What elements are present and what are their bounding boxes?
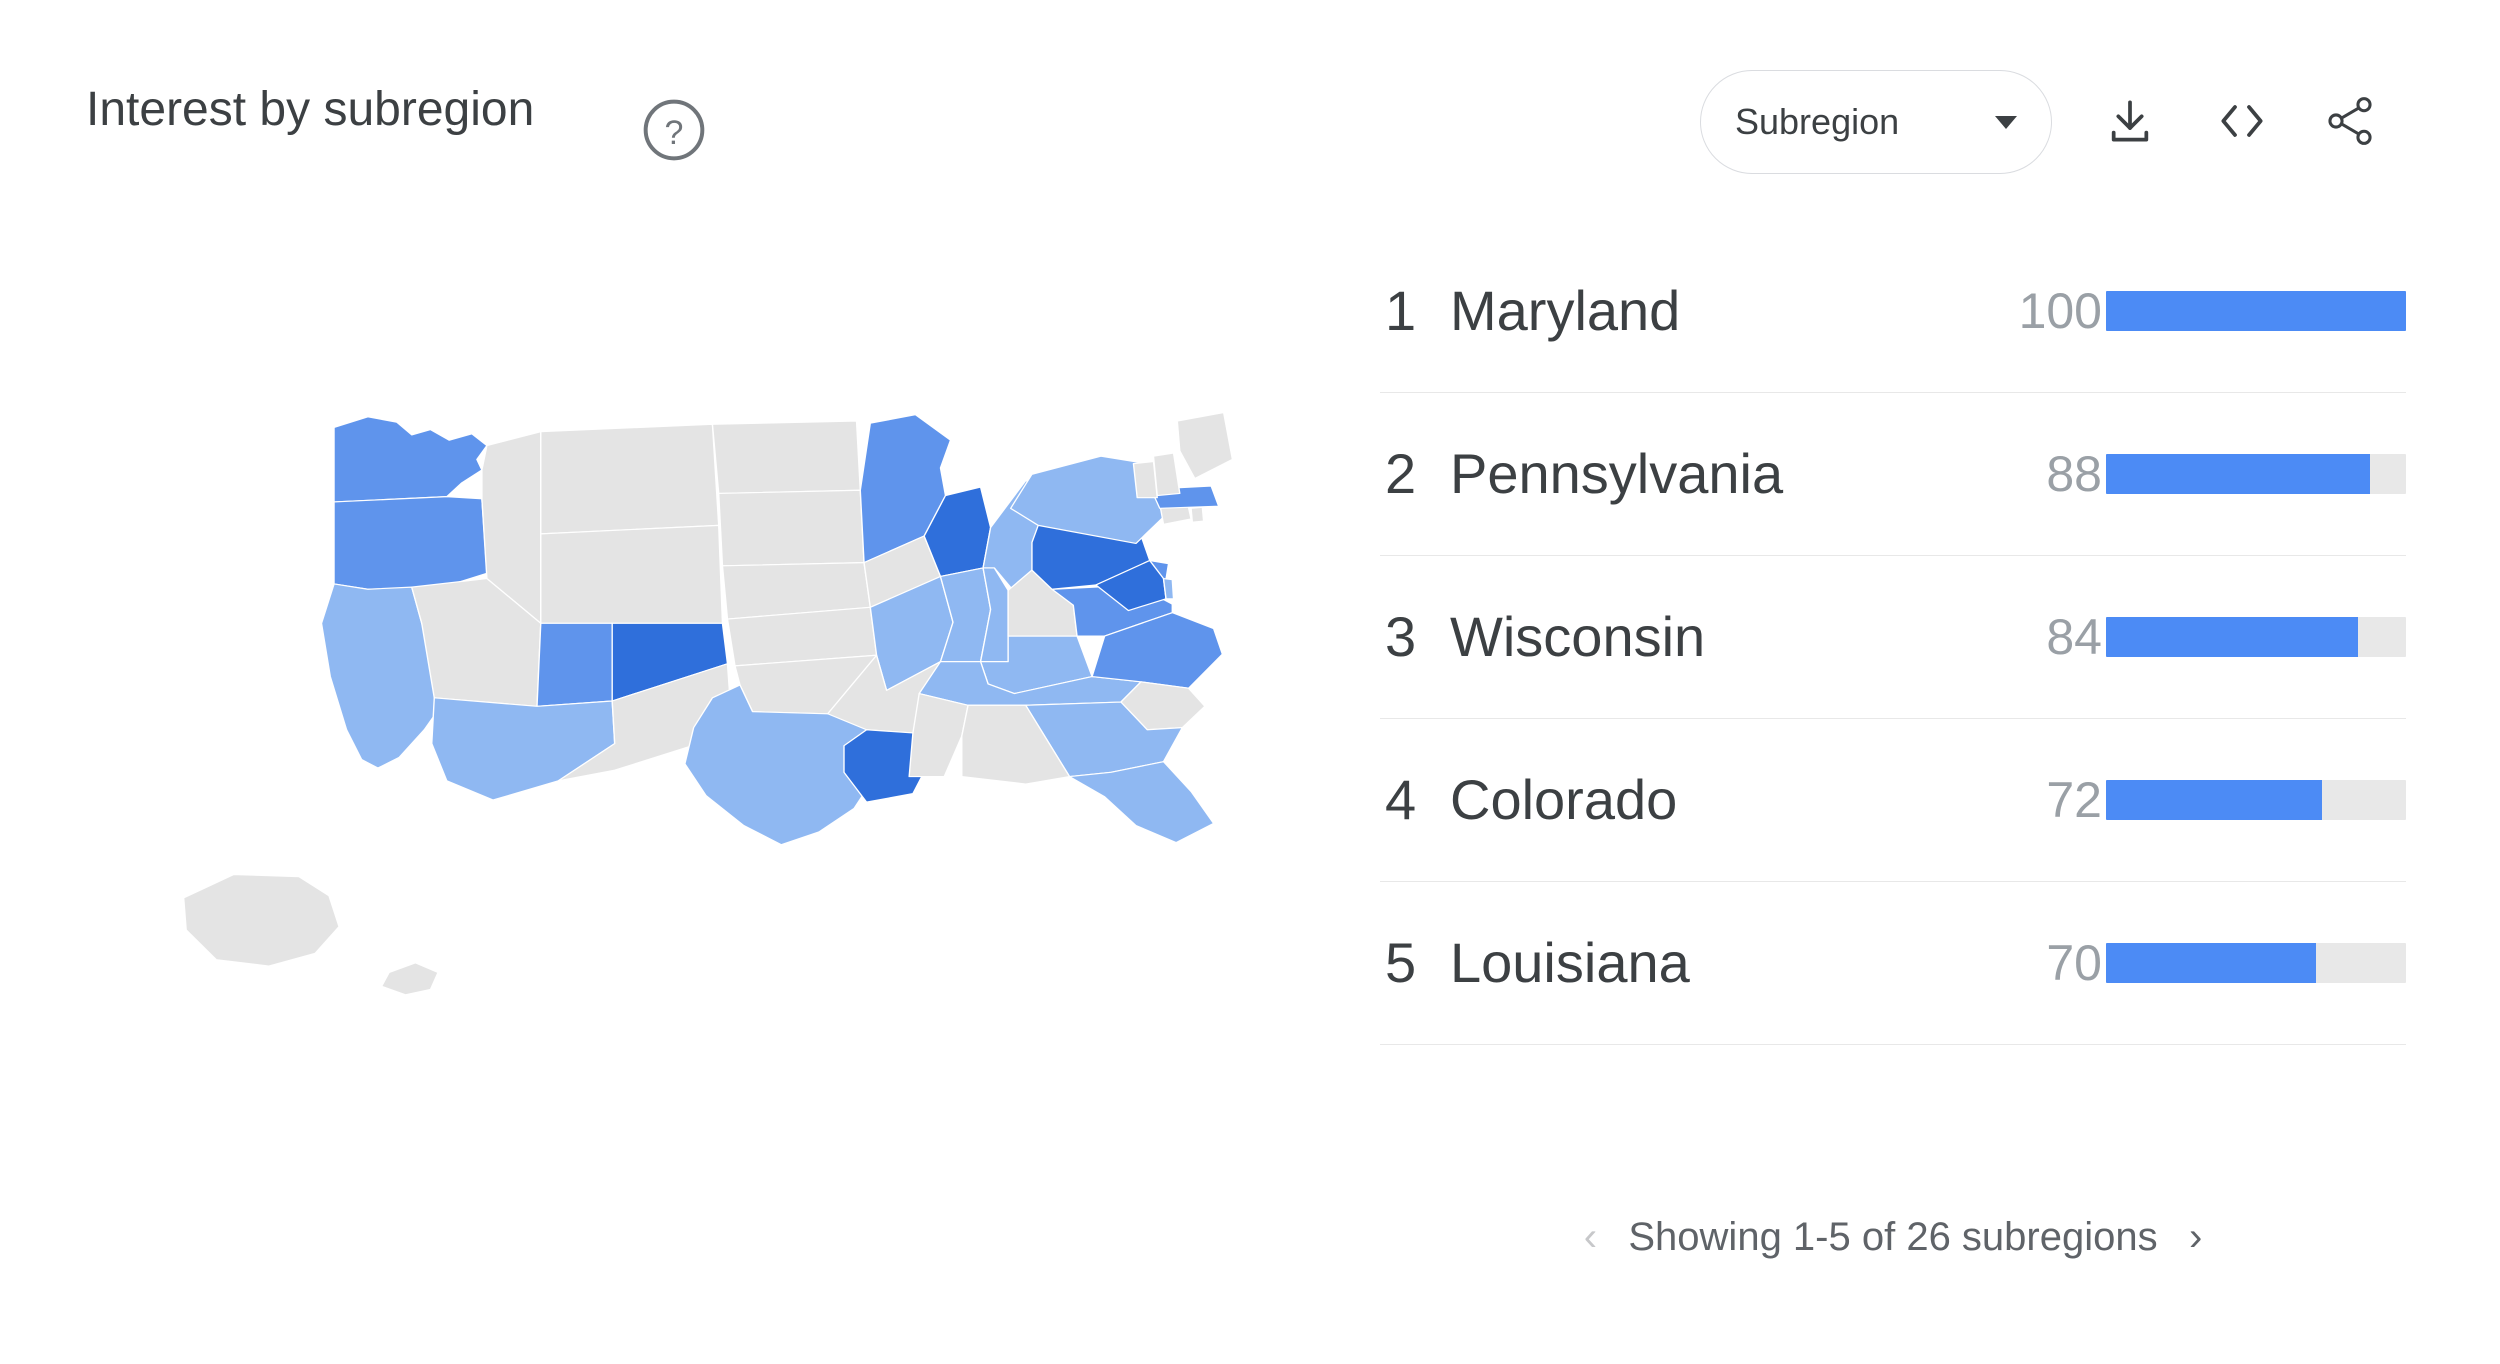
svg-text:?: ? <box>665 114 684 152</box>
